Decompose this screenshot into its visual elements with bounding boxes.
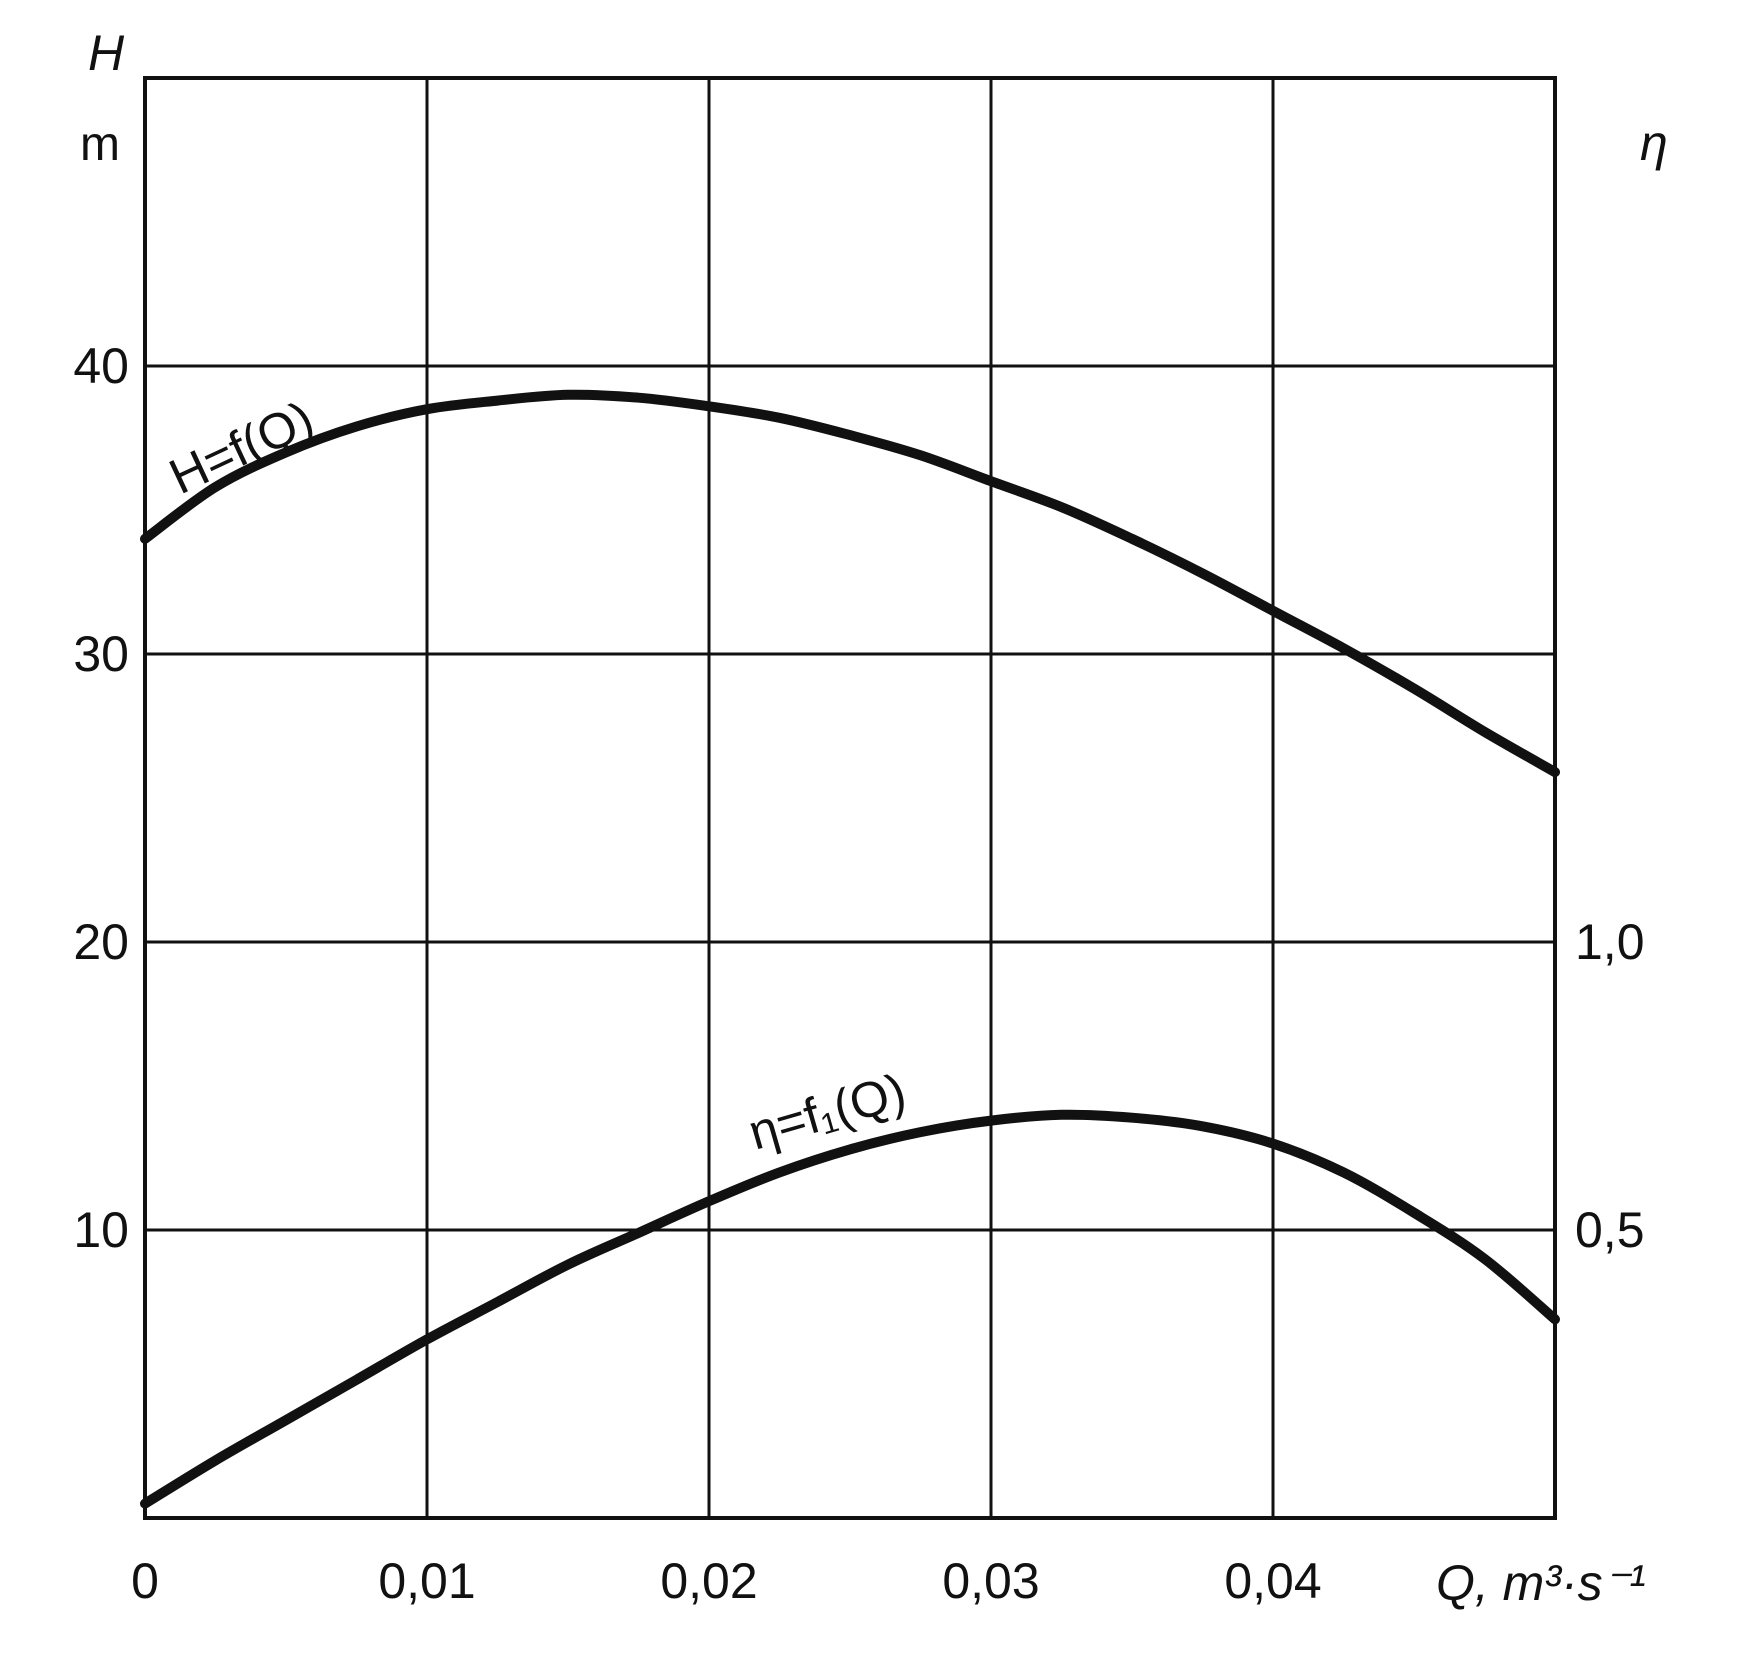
efficiency-curve [140, 1109, 1560, 1509]
x-tick-label: 0 [131, 1553, 159, 1609]
y-left-tick-label: 30 [73, 626, 129, 682]
y-right-tick-labels: 0,5 1,0 [1575, 914, 1645, 1258]
head-curve [140, 389, 1560, 778]
plot-frame [143, 76, 1557, 1520]
x-tick-label: 0,02 [660, 1553, 757, 1609]
curves [140, 389, 1560, 1509]
y-left-tick-label: 20 [73, 914, 129, 970]
y-right-tick-label: 1,0 [1575, 914, 1645, 970]
y-left-axis-unit: m [80, 118, 120, 171]
y-left-tick-labels: 10 20 30 40 [73, 338, 129, 1258]
series-label-efficiency: η=f₁(Q) [743, 1063, 912, 1161]
y-left-tick-label: 10 [73, 1202, 129, 1258]
y-left-axis-title: H [88, 25, 125, 81]
grid [145, 78, 1555, 1518]
y-left-tick-label: 40 [73, 338, 129, 394]
x-tick-label: 0,03 [942, 1553, 1039, 1609]
y-right-tick-label: 0,5 [1575, 1202, 1645, 1258]
x-tick-labels: 0 0,01 0,02 0,03 0,04 [131, 1553, 1322, 1609]
x-tick-label: 0,01 [378, 1553, 475, 1609]
y-right-axis-title: η [1640, 115, 1668, 171]
x-tick-label: 0,04 [1224, 1553, 1321, 1609]
x-axis-title: Q, m³·s⁻¹ [1436, 1555, 1646, 1611]
series-label-head: H=f(Q) [161, 390, 322, 505]
